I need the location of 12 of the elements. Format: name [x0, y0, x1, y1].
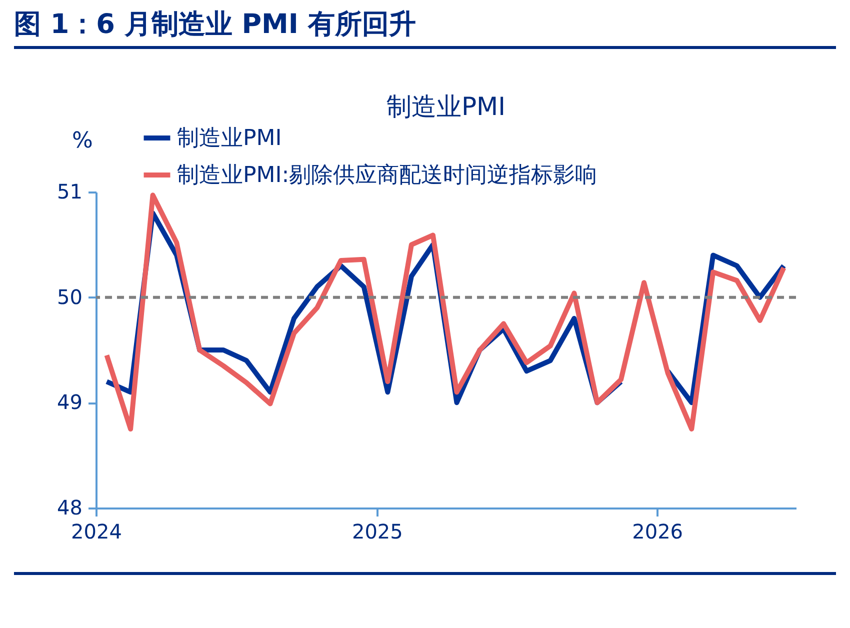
- x-tick-label: 2026: [632, 520, 684, 544]
- legend-label: 制造业PMI: [177, 126, 282, 151]
- legend-label: 制造业PMI:剔除供应商配送时间逆指标影响: [177, 163, 598, 188]
- y-tick-label: 48: [57, 496, 82, 520]
- chart-title: 图 1：6 月制造业 PMI 有所回升: [14, 6, 836, 49]
- y-tick-label: 51: [57, 180, 82, 204]
- y-tick-label: 50: [57, 284, 82, 309]
- chart-subtitle: 制造业PMI: [386, 92, 506, 121]
- x-tick-label: 2024: [71, 520, 122, 544]
- y-tick-label: 49: [57, 390, 82, 414]
- x-tick-label: 2025: [352, 520, 403, 544]
- y-axis-title: %: [72, 128, 93, 154]
